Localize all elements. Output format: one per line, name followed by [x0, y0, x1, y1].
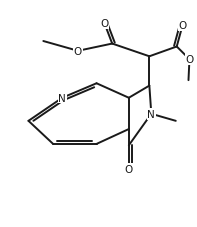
Text: N: N — [59, 93, 66, 103]
Text: O: O — [185, 55, 194, 65]
Text: O: O — [178, 21, 187, 31]
Text: O: O — [125, 164, 133, 174]
Text: O: O — [74, 47, 82, 57]
Text: N: N — [147, 109, 155, 119]
Text: O: O — [100, 19, 109, 29]
